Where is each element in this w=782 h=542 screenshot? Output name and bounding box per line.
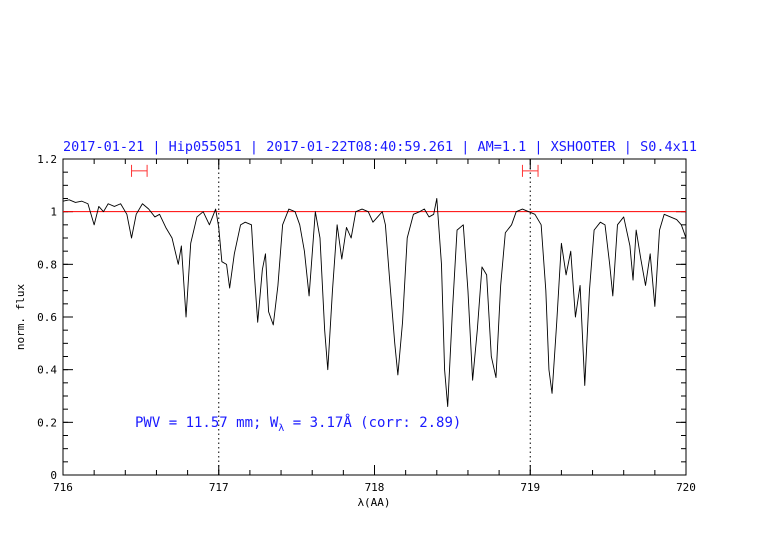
x-axis-label: λ(AA) bbox=[357, 496, 390, 509]
y-tick-label: 0 bbox=[50, 469, 57, 482]
y-tick-label: 0.6 bbox=[37, 311, 57, 324]
spectrum-line bbox=[62, 198, 687, 407]
interval-marker bbox=[131, 164, 148, 177]
y-tick-labels: 0 0.2 0.4 0.6 0.8 1 1.2 bbox=[37, 153, 57, 482]
annotation-suffix: = 3.17Å (corr: 2.89) bbox=[284, 414, 461, 431]
annotation-subscript: λ bbox=[278, 423, 284, 434]
x-tick-label: 716 bbox=[53, 481, 73, 494]
y-tick-label: 1 bbox=[50, 206, 57, 219]
chart-title: 2017-01-21 | Hip055051 | 2017-01-22T08:4… bbox=[63, 139, 697, 155]
y-tick-label: 0.4 bbox=[37, 364, 57, 377]
y-tick-label: 0.8 bbox=[37, 258, 57, 271]
annotation-prefix: PWV = 11.57 mm; W bbox=[135, 415, 279, 431]
x-tick-label: 718 bbox=[365, 481, 385, 494]
vertical-markers bbox=[218, 159, 531, 475]
x-tick-label: 720 bbox=[676, 481, 696, 494]
y-tick-label: 1.2 bbox=[37, 153, 57, 166]
y-tick-label: 0.2 bbox=[37, 416, 57, 429]
series-group bbox=[62, 198, 687, 407]
pwv-annotation: PWV = 11.57 mm; Wλ = 3.17Å (corr: 2.89) bbox=[135, 414, 461, 434]
x-tick-labels: 716 717 718 719 720 bbox=[53, 481, 696, 494]
y-axis-label: norm. flux bbox=[14, 284, 27, 351]
x-tick-label: 719 bbox=[520, 481, 540, 494]
axis-ticks bbox=[62, 158, 687, 476]
x-tick-label: 717 bbox=[209, 481, 229, 494]
interval-marker bbox=[521, 164, 539, 177]
interval-markers bbox=[131, 164, 539, 177]
